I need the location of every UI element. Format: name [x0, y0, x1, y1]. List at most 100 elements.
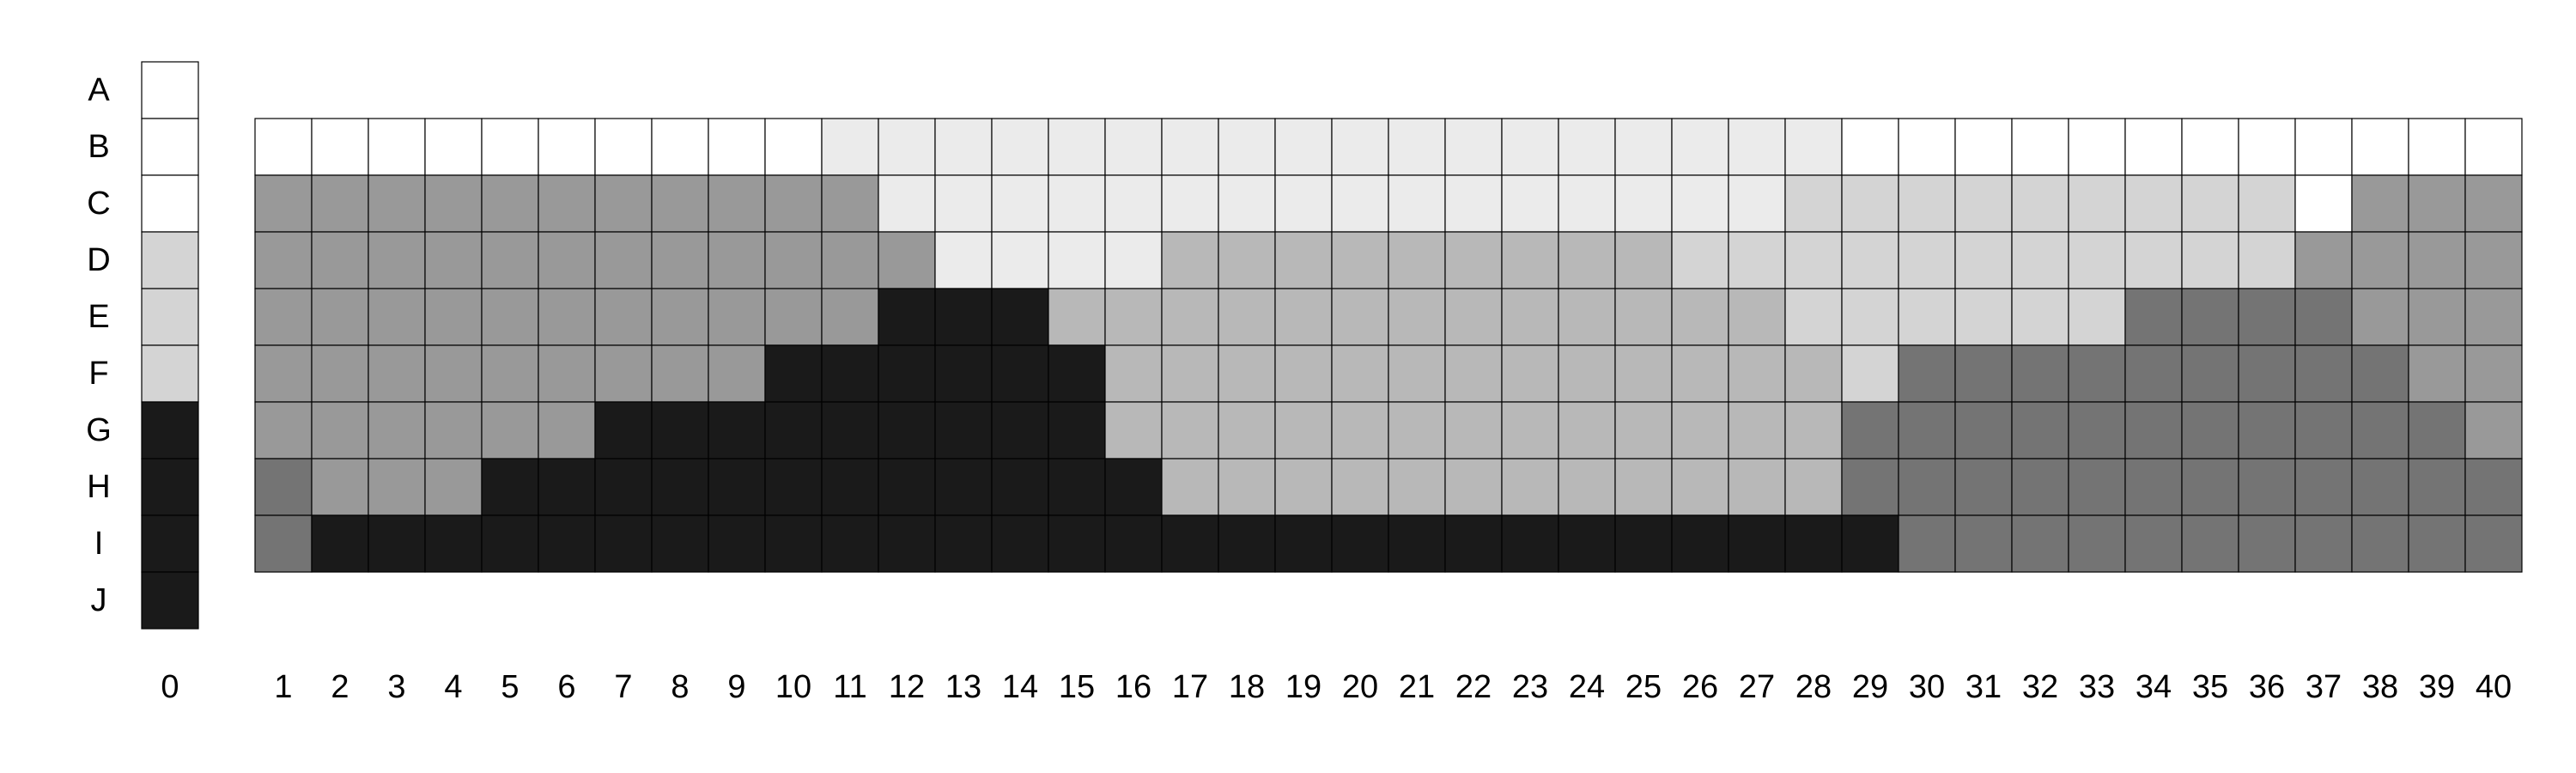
heatmap-cell-f-33 — [2068, 344, 2126, 403]
heatmap-cell-f-15 — [1048, 344, 1106, 403]
heatmap-cell-f-34 — [2124, 344, 2183, 403]
heatmap-cell-c-4 — [424, 174, 483, 233]
heatmap-cell-e-25 — [1614, 288, 1673, 346]
column-label-13: 13 — [945, 669, 981, 705]
heatmap-cell-b-13 — [934, 118, 993, 176]
heatmap-cell-b-11 — [821, 118, 879, 176]
heatmap-cell-h-15 — [1048, 458, 1106, 516]
heatmap-cell-g-21 — [1388, 401, 1446, 460]
heatmap-cell-g-24 — [1558, 401, 1616, 460]
heatmap-cell-f-24 — [1558, 344, 1616, 403]
heatmap-cell-e-19 — [1274, 288, 1333, 346]
column-label-28: 28 — [1795, 669, 1832, 705]
heatmap-cell-c-27 — [1728, 174, 1786, 233]
heatmap-cell-f-38 — [2351, 344, 2409, 403]
heatmap-cell-e-9 — [708, 288, 766, 346]
heatmap-cell-i-9 — [708, 514, 766, 573]
heatmap-cell-i-27 — [1728, 514, 1786, 573]
heatmap-cell-b-7 — [594, 118, 653, 176]
heatmap-cell-g-14 — [991, 401, 1049, 460]
column-label-38: 38 — [2362, 669, 2398, 705]
heatmap-cell-d-19 — [1274, 231, 1333, 289]
heatmap-cell-b-39 — [2408, 118, 2466, 176]
heatmap-cell-f-19 — [1274, 344, 1333, 403]
heatmap-cell-g-17 — [1161, 401, 1219, 460]
heatmap-cell-i-26 — [1671, 514, 1729, 573]
heatmap-cell-b-12 — [878, 118, 936, 176]
column-label-21: 21 — [1399, 669, 1435, 705]
heatmap-cell-g-16 — [1104, 401, 1163, 460]
heatmap-cell-b-32 — [2011, 118, 2069, 176]
heatmap-cell-g-12 — [878, 401, 936, 460]
heatmap-cell-h-38 — [2351, 458, 2409, 516]
legend-cell-h — [141, 458, 199, 516]
heatmap-cell-h-19 — [1274, 458, 1333, 516]
heatmap-cell-i-4 — [424, 514, 483, 573]
heatmap-cell-e-2 — [311, 288, 369, 346]
heatmap-cell-f-39 — [2408, 344, 2466, 403]
heatmap-cell-c-21 — [1388, 174, 1446, 233]
heatmap-cell-b-28 — [1784, 118, 1843, 176]
heatmap-cell-g-38 — [2351, 401, 2409, 460]
heatmap-cell-f-13 — [934, 344, 993, 403]
heatmap-cell-e-14 — [991, 288, 1049, 346]
heatmap-cell-e-18 — [1218, 288, 1276, 346]
heatmap-cell-b-5 — [481, 118, 539, 176]
heatmap-cell-e-10 — [764, 288, 823, 346]
heatmap-cell-h-5 — [481, 458, 539, 516]
heatmap-cell-f-12 — [878, 344, 936, 403]
heatmap-cell-i-37 — [2294, 514, 2353, 573]
heatmap-cell-d-31 — [1954, 231, 2013, 289]
heatmap-cell-i-24 — [1558, 514, 1616, 573]
heatmap-cell-g-34 — [2124, 401, 2183, 460]
heatmap-cell-i-1 — [254, 514, 313, 573]
heatmap-cell-g-35 — [2181, 401, 2239, 460]
heatmap-cell-e-22 — [1444, 288, 1503, 346]
heatmap-cell-c-34 — [2124, 174, 2183, 233]
column-label-10: 10 — [775, 669, 811, 705]
heatmap-cell-b-35 — [2181, 118, 2239, 176]
column-label-34: 34 — [2136, 669, 2172, 705]
heatmap-cell-e-40 — [2464, 288, 2523, 346]
heatmap-cell-f-16 — [1104, 344, 1163, 403]
heatmap-cell-c-25 — [1614, 174, 1673, 233]
heatmap-cell-c-33 — [2068, 174, 2126, 233]
heatmap-cell-h-31 — [1954, 458, 2013, 516]
heatmap-cell-i-38 — [2351, 514, 2409, 573]
heatmap-cell-e-34 — [2124, 288, 2183, 346]
heatmap-cell-b-36 — [2238, 118, 2296, 176]
heatmap-cell-f-36 — [2238, 344, 2296, 403]
column-label-7: 7 — [614, 669, 632, 705]
column-label-33: 33 — [2079, 669, 2115, 705]
heatmap-cell-g-19 — [1274, 401, 1333, 460]
row-label-b: B — [88, 129, 109, 165]
heatmap-cell-d-22 — [1444, 231, 1503, 289]
legend-column — [141, 61, 199, 630]
heatmap-cell-e-37 — [2294, 288, 2353, 346]
row-label-j: J — [91, 582, 107, 618]
heatmap-cell-e-12 — [878, 288, 936, 346]
column-label-18: 18 — [1229, 669, 1265, 705]
column-labels: 0 1 2 3 4 5 6 7 8 9 10 11 12 13 14 15 16 17 18 19 20 21 22 23 24… — [161, 669, 2512, 705]
heatmap-cell-c-18 — [1218, 174, 1276, 233]
heatmap-cell-b-31 — [1954, 118, 2013, 176]
heatmap-cell-d-18 — [1218, 231, 1276, 289]
heatmap-cell-f-40 — [2464, 344, 2523, 403]
heatmap-cell-f-2 — [311, 344, 369, 403]
heatmap-cell-b-40 — [2464, 118, 2523, 176]
heatmap-cell-c-12 — [878, 174, 936, 233]
heatmap-cell-c-29 — [1841, 174, 1899, 233]
heatmap-cell-d-6 — [538, 231, 596, 289]
column-label-11: 11 — [833, 669, 866, 705]
heatmap-cell-b-18 — [1218, 118, 1276, 176]
heatmap-cell-i-36 — [2238, 514, 2296, 573]
heatmap-cell-i-29 — [1841, 514, 1899, 573]
heatmap-cell-f-37 — [2294, 344, 2353, 403]
column-label-29: 29 — [1852, 669, 1888, 705]
legend-cell-j — [141, 571, 199, 630]
heatmap-cell-g-30 — [1898, 401, 1956, 460]
heatmap-cell-h-9 — [708, 458, 766, 516]
heatmap-cell-c-1 — [254, 174, 313, 233]
